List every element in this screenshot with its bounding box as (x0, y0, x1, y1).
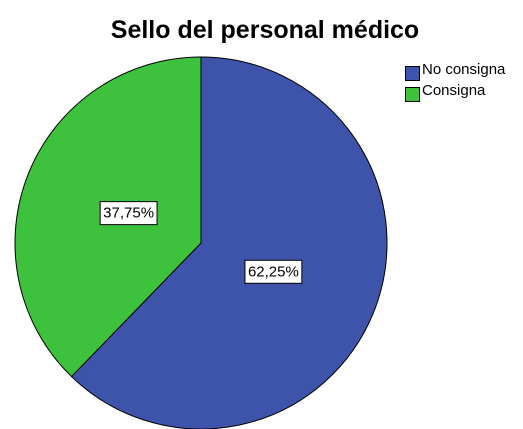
legend-item: Consigna (405, 83, 523, 102)
pie-slice (70, 56, 388, 429)
value-label-box (244, 259, 303, 284)
legend: No consigna Consigna (405, 62, 523, 104)
legend-item: No consigna (405, 62, 523, 81)
legend-swatch (405, 66, 420, 81)
chart-title: Sello del personal médico (111, 16, 419, 44)
value-label: 37,75% (103, 205, 154, 222)
legend-swatch (405, 87, 420, 102)
legend-label: Consigna (422, 82, 486, 99)
value-label-box (99, 201, 158, 226)
value-label: 62,25% (248, 263, 299, 280)
legend-label: No consigna (422, 61, 506, 78)
